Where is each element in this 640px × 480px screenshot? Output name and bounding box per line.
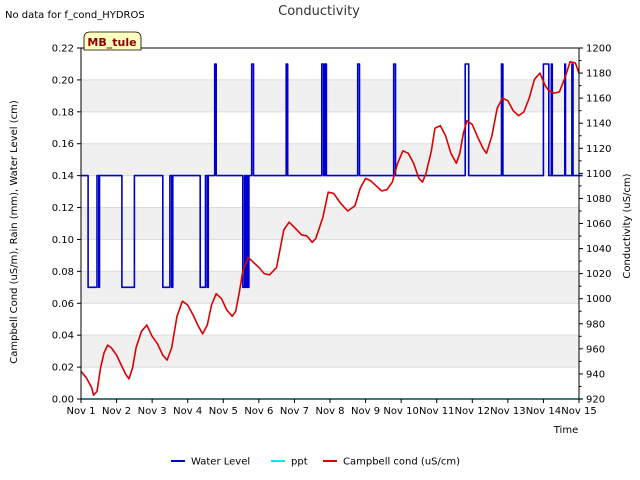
left-y-tick-label: 0.02 bbox=[52, 363, 74, 374]
x-tick-label: Nov 14 bbox=[526, 406, 561, 417]
x-tick-label: Nov 2 bbox=[102, 406, 131, 417]
x-tick-label: Nov 10 bbox=[383, 406, 418, 417]
right-y-tick-label: 980 bbox=[586, 319, 605, 330]
legend-label: ppt bbox=[291, 457, 308, 468]
right-y-tick-label: 940 bbox=[586, 369, 605, 380]
series-line-campbell-cond-us-cm bbox=[80, 60, 580, 397]
plot-background bbox=[81, 48, 579, 399]
right-y-tick-label: 1120 bbox=[586, 144, 611, 155]
x-axis-title: Time bbox=[553, 425, 578, 436]
right-y-tick-label: 1140 bbox=[586, 119, 611, 130]
right-y-axis: 920 940 960 980 1000 1020 1040 1060 1080 1100 1120… bbox=[579, 44, 611, 406]
x-tick-label: Nov 13 bbox=[490, 406, 525, 417]
x-tick-label: Nov 5 bbox=[209, 406, 238, 417]
left-y-tick-label: 0.14 bbox=[52, 171, 74, 182]
legend: Water Level ppt Campbell cond (uS/cm) bbox=[171, 457, 460, 468]
right-y-tick-label: 960 bbox=[586, 344, 605, 355]
station-badge-label: MB_tule bbox=[87, 36, 136, 49]
grid-band bbox=[81, 367, 579, 399]
left-y-tick-label: 0.06 bbox=[52, 299, 74, 310]
right-y-tick-label: 1100 bbox=[586, 169, 611, 180]
grid-band bbox=[81, 271, 579, 304]
no-data-note: No data for f_cond_HYDROS bbox=[5, 10, 145, 21]
right-y-tick-label: 1000 bbox=[586, 294, 611, 305]
x-tick-label: Nov 3 bbox=[138, 406, 167, 417]
x-tick-label: Nov 6 bbox=[244, 406, 273, 417]
x-tick-label: Nov 15 bbox=[561, 406, 596, 417]
x-tick-label: Nov 7 bbox=[280, 406, 309, 417]
left-y-tick-label: 0.18 bbox=[52, 107, 74, 118]
grid-band bbox=[81, 111, 579, 144]
right-y-tick-label: 1080 bbox=[586, 194, 611, 205]
x-tick-label: Nov 4 bbox=[173, 406, 202, 417]
left-y-tick-label: 0.12 bbox=[52, 203, 74, 214]
left-y-tick-label: 0.08 bbox=[52, 267, 74, 278]
grid-band bbox=[81, 335, 579, 368]
right-y-tick-label: 1020 bbox=[586, 269, 611, 280]
left-y-tick-label: 0.04 bbox=[52, 331, 74, 342]
grid-band bbox=[81, 143, 579, 176]
chart-title: Conductivity bbox=[278, 4, 360, 19]
grid-band bbox=[81, 79, 579, 112]
grid-band bbox=[81, 207, 579, 240]
x-tick-label: Nov 9 bbox=[351, 406, 380, 417]
right-y-tick-label: 920 bbox=[586, 395, 605, 406]
left-y-tick-label: 0.10 bbox=[52, 235, 74, 246]
x-tick-label: Nov 1 bbox=[66, 406, 95, 417]
right-y-tick-label: 1180 bbox=[586, 69, 611, 80]
right-y-tick-label: 1200 bbox=[586, 44, 611, 55]
left-y-axis: 0.00 0.02 0.04 0.06 0.08 0.10 0.12 0.14 0.16 0.18… bbox=[52, 44, 81, 406]
grid-band bbox=[81, 303, 579, 336]
right-y-axis-title: Conductivity (uS/cm) bbox=[622, 173, 633, 278]
right-y-tick-label: 1040 bbox=[586, 244, 611, 255]
grid-band bbox=[81, 239, 579, 272]
grid-band bbox=[81, 175, 579, 208]
station-badge: MB_tule bbox=[83, 31, 142, 51]
left-y-tick-label: 0.00 bbox=[52, 395, 74, 406]
left-y-axis-title: Campbell Cond (uS/m), Rain (mm), Water L… bbox=[9, 100, 20, 364]
grid-band bbox=[81, 48, 579, 80]
left-y-tick-label: 0.22 bbox=[52, 44, 74, 55]
right-y-tick-label: 1160 bbox=[586, 94, 611, 105]
x-axis: Nov 1 Nov 2 Nov 3 Nov 4 Nov 5 Nov 6 Nov 7 Nov 8… bbox=[66, 399, 597, 417]
left-y-tick-label: 0.20 bbox=[52, 75, 74, 86]
x-tick-label: Nov 12 bbox=[455, 406, 490, 417]
right-y-tick-label: 1060 bbox=[586, 219, 611, 230]
x-tick-label: Nov 11 bbox=[419, 406, 454, 417]
legend-label: Campbell cond (uS/cm) bbox=[343, 457, 460, 468]
series-line-water-level bbox=[81, 63, 583, 289]
legend-label: Water Level bbox=[191, 457, 250, 468]
x-tick-label: Nov 8 bbox=[315, 406, 344, 417]
left-y-tick-label: 0.16 bbox=[52, 139, 74, 150]
